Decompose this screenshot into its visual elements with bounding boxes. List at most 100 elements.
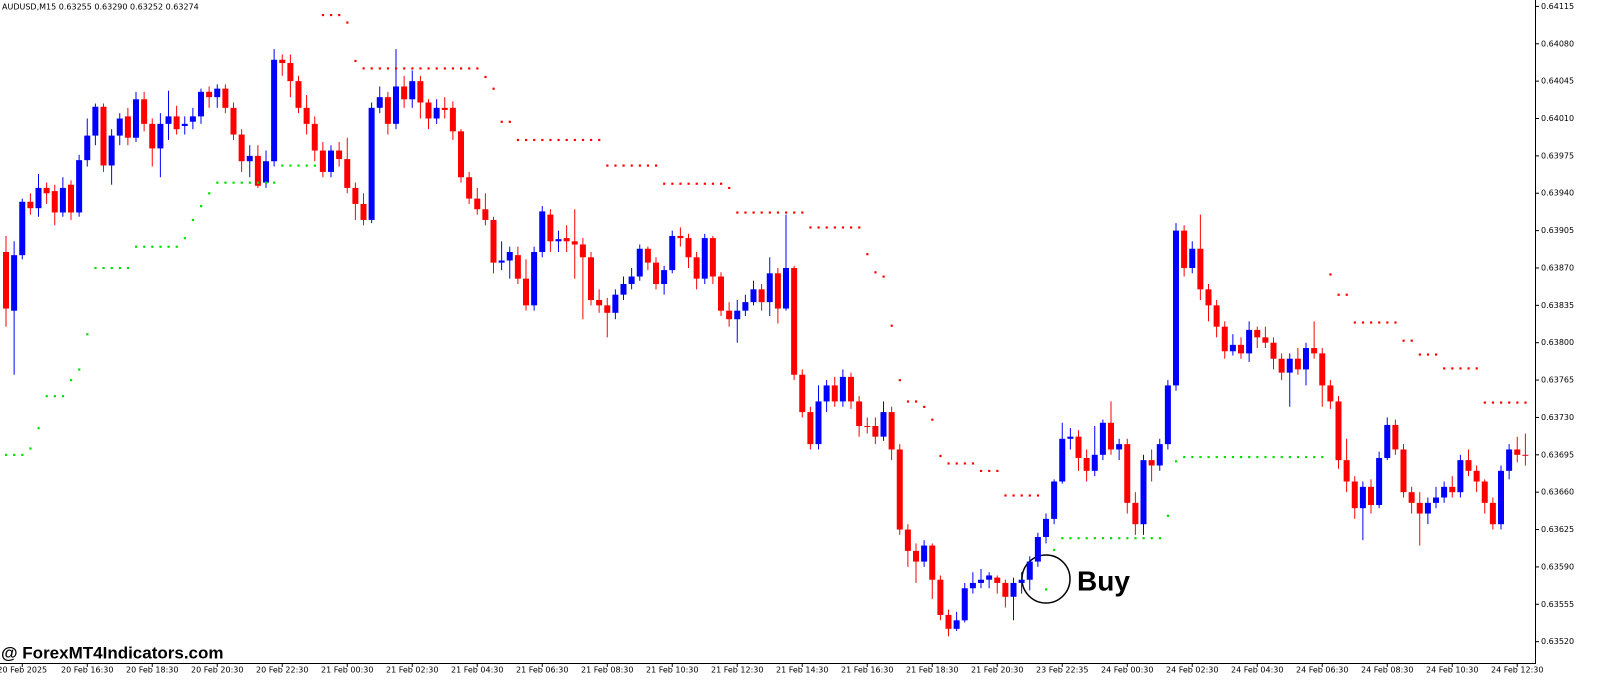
- candle-body: [506, 251, 513, 261]
- sar-dot: [1175, 460, 1178, 463]
- sar-dot: [1045, 588, 1048, 591]
- sar-dot: [273, 181, 276, 184]
- sar-dot: [1459, 367, 1462, 370]
- candle-body: [1335, 401, 1342, 461]
- sar-dot: [1012, 494, 1015, 497]
- candle-body: [799, 374, 806, 413]
- sar-dot: [354, 59, 357, 63]
- candle-body: [417, 81, 424, 103]
- sar-dot: [1516, 401, 1519, 404]
- candle-body: [11, 255, 18, 311]
- x-tick-label: 24 Feb 10:30: [1426, 666, 1478, 675]
- candle-body: [449, 107, 456, 132]
- sar-dot: [86, 333, 89, 336]
- candle-body: [718, 276, 724, 311]
- candle-body: [880, 412, 887, 437]
- candle-body: [945, 614, 952, 629]
- candle-body: [43, 187, 50, 194]
- sar-dot: [297, 164, 300, 167]
- candle-body: [474, 198, 481, 210]
- sar-dot: [1386, 321, 1389, 324]
- candle-body: [1522, 454, 1529, 456]
- candle-body: [953, 620, 960, 629]
- candle-body: [628, 276, 635, 284]
- candle-body: [571, 241, 578, 245]
- sar-dot: [1491, 401, 1495, 404]
- x-tick-label: 21 Feb 04:30: [451, 666, 503, 675]
- candle-body: [896, 449, 903, 530]
- y-tick-label: 0.63590: [1541, 562, 1574, 571]
- candle-body: [1433, 497, 1439, 503]
- sar-dot: [265, 181, 268, 184]
- sar-dot: [330, 13, 333, 17]
- candle-body: [807, 412, 814, 445]
- candle-body: [1164, 385, 1171, 445]
- x-tick-label: 23 Feb 22:35: [1036, 666, 1088, 675]
- sar-dot: [1508, 401, 1511, 404]
- candle-body: [588, 257, 594, 301]
- candle-body: [59, 187, 66, 213]
- y-tick-label: 0.63625: [1541, 525, 1574, 534]
- candle-body: [1303, 348, 1309, 370]
- sar-dot: [1435, 353, 1438, 356]
- candle-body: [1083, 458, 1090, 471]
- candle-body: [1229, 344, 1236, 352]
- candle-body: [1213, 305, 1220, 327]
- candle-body: [124, 116, 131, 138]
- sar-dot: [175, 245, 178, 248]
- candle-body: [1124, 444, 1131, 503]
- sar-dot: [1451, 367, 1454, 370]
- chart-title: AUDUSD,M15 0.63255 0.63290 0.63252 0.632…: [2, 3, 199, 12]
- sar-dot: [451, 67, 455, 70]
- candle-body: [1400, 449, 1407, 493]
- x-tick-label: 21 Feb 02:30: [386, 666, 438, 675]
- sar-dot: [760, 211, 763, 214]
- sar-dot: [5, 453, 8, 457]
- sar-dot: [663, 182, 666, 185]
- sar-dot: [809, 226, 812, 229]
- annotation: Buy: [1077, 565, 1130, 596]
- candle-body: [888, 412, 895, 450]
- y-tick-label: 0.64045: [1541, 77, 1574, 86]
- sar-dot: [305, 164, 308, 167]
- sar-dot: [151, 245, 154, 248]
- sar-dot: [971, 462, 975, 465]
- candle-body: [913, 550, 919, 562]
- sar-dot: [988, 469, 991, 473]
- candle-body: [1043, 518, 1049, 538]
- candle-body: [831, 385, 838, 402]
- candle-body: [1278, 358, 1285, 373]
- sar-dot: [1483, 401, 1486, 404]
- y-tick-label: 0.64010: [1541, 114, 1574, 123]
- candle-body: [368, 107, 375, 220]
- candle-body: [198, 91, 204, 117]
- sar-dot: [1280, 455, 1283, 459]
- y-tick-label: 0.63695: [1541, 450, 1574, 459]
- candle-body: [149, 123, 156, 149]
- sar-dot: [386, 67, 390, 70]
- candle-body: [482, 209, 489, 220]
- candle-body: [994, 577, 1001, 583]
- sar-dot: [1394, 321, 1397, 324]
- candle-body: [360, 203, 367, 220]
- candle-body: [1075, 436, 1082, 459]
- x-tick-label: 21 Feb 20:30: [971, 666, 1023, 675]
- sar-dot: [744, 211, 747, 214]
- y-tick-label: 0.64080: [1541, 39, 1574, 48]
- x-tick-label: 24 Feb 00:30: [1101, 666, 1153, 675]
- sar-dot: [768, 211, 771, 214]
- candle-body: [376, 97, 383, 108]
- sar-dot: [679, 182, 682, 185]
- sar-dot: [1313, 455, 1316, 459]
- candle-body: [1108, 422, 1114, 450]
- sar-dot: [29, 447, 32, 450]
- sar-dot: [996, 469, 999, 473]
- sar-dot: [346, 21, 349, 24]
- sar-dot: [590, 138, 593, 142]
- sar-dot: [947, 462, 950, 465]
- sar-dot: [102, 266, 105, 270]
- candle-body: [929, 545, 936, 580]
- sar-dot: [1215, 455, 1218, 459]
